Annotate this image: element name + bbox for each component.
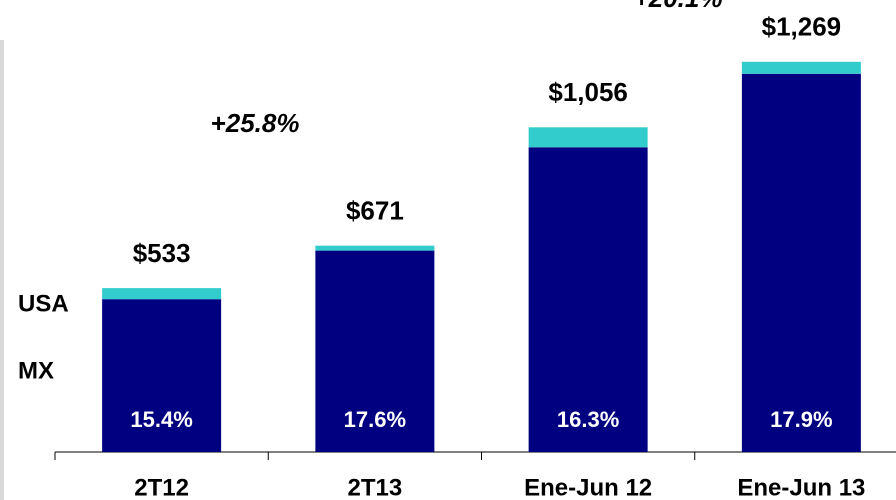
total-label: $671 — [346, 196, 404, 226]
x-tick-label: Ene-Jun 13 — [737, 474, 865, 500]
total-label: $1,269 — [762, 12, 842, 42]
margin-label: 17.9% — [770, 407, 832, 432]
margin-label: 16.3% — [557, 407, 619, 432]
bar-segment — [102, 288, 222, 300]
margin-label: 17.6% — [344, 407, 406, 432]
margin-label: 15.4% — [130, 407, 192, 432]
total-label: $1,056 — [548, 77, 628, 107]
legend-label: USA — [18, 290, 69, 317]
bar-segment — [102, 299, 222, 452]
bar-segment — [315, 245, 435, 251]
x-tick-label: 2T13 — [348, 474, 403, 500]
bar-segment — [741, 61, 861, 74]
growth-annotation: +20.1% — [634, 0, 723, 13]
bar-segment — [741, 73, 861, 452]
legend-label: MX — [18, 357, 54, 384]
bar-segment — [315, 250, 435, 452]
growth-annotation: +25.8% — [211, 108, 300, 138]
x-tick-label: Ene-Jun 12 — [524, 474, 652, 500]
bar-segment — [528, 147, 648, 452]
bar-segment — [528, 127, 648, 148]
x-tick-label: 2T12 — [134, 474, 189, 500]
total-label: $533 — [133, 238, 191, 268]
